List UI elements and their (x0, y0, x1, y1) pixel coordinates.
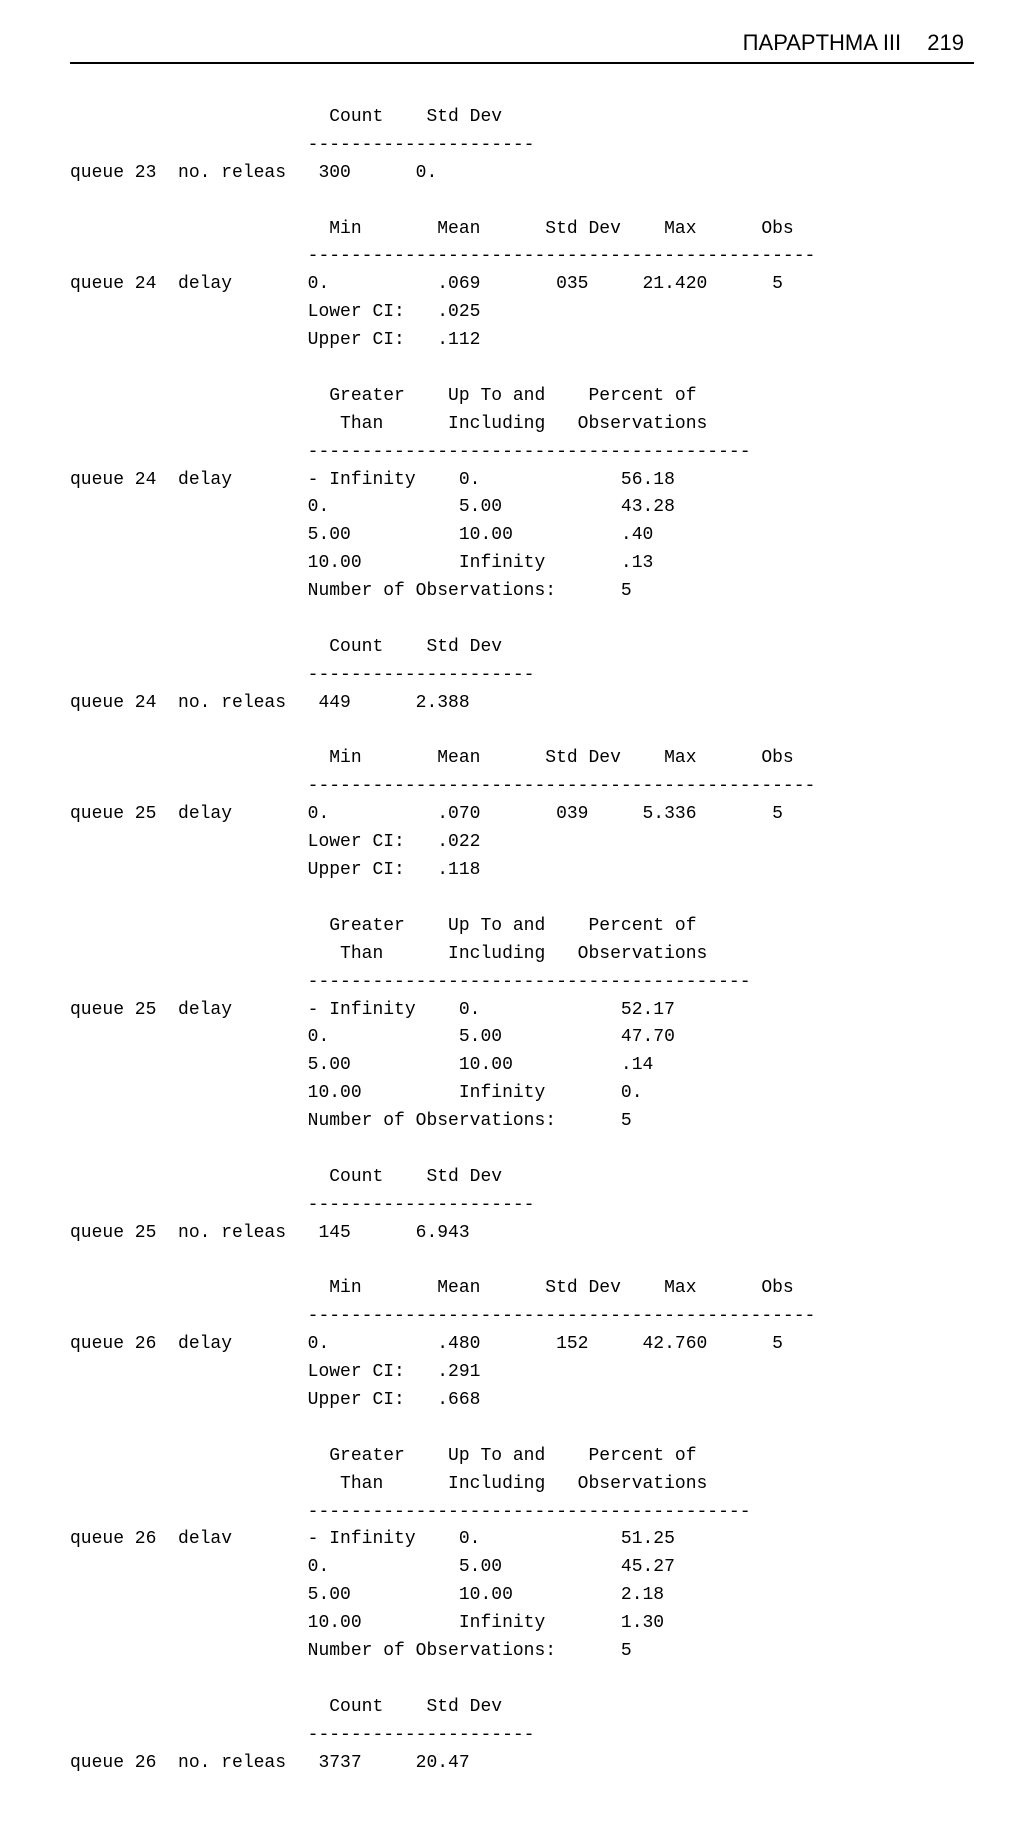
header-page-number: 219 (927, 30, 964, 55)
statistics-body: Count Std Dev --------------------- queu… (70, 104, 974, 1777)
page-container: ΠΑΡΑΡΤΗΜΑ III 219 Count Std Dev --------… (0, 0, 1024, 1827)
page-header: ΠΑΡΑΡΤΗΜΑ III 219 (70, 30, 974, 64)
header-title: ΠΑΡΑΡΤΗΜΑ III (743, 30, 902, 55)
